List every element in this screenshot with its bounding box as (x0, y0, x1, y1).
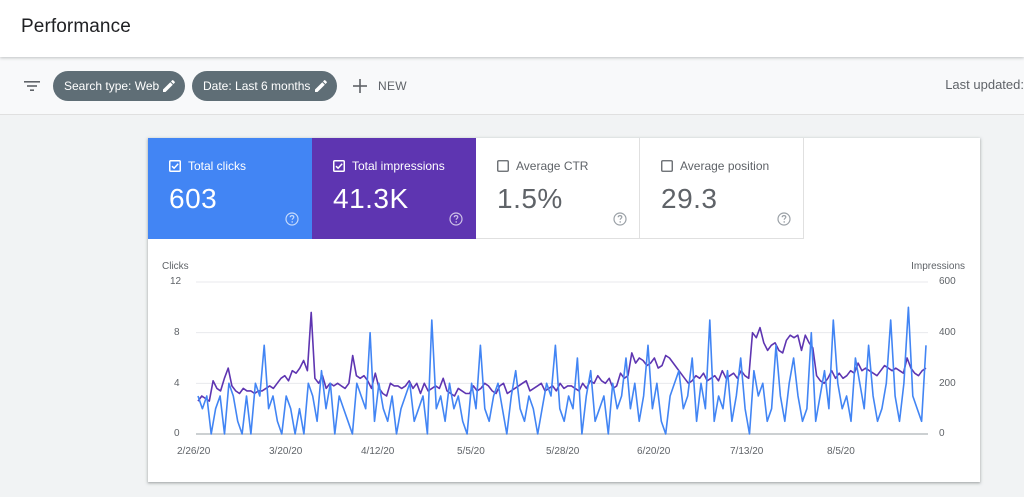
x-tick: 3/20/20 (269, 446, 303, 457)
chart-plot-area (196, 281, 928, 435)
metric-average-ctr[interactable]: Average CTR 1.5% (476, 138, 640, 239)
metric-total-impressions[interactable]: Total impressions 41.3K (312, 138, 476, 239)
checkbox-unchecked-icon[interactable] (497, 160, 509, 172)
y-left-tick: 0 (174, 428, 180, 439)
last-updated-text: Last updated: (945, 77, 1024, 92)
help-icon[interactable] (613, 212, 627, 226)
search-type-chip[interactable]: Search type: Web (53, 71, 185, 101)
x-tick: 4/12/20 (361, 446, 395, 457)
y-left-tick: 12 (170, 276, 182, 287)
checkbox-checked-icon[interactable] (169, 160, 181, 172)
x-tick: 7/13/20 (730, 446, 764, 457)
new-filter-button[interactable]: NEW (352, 74, 407, 98)
date-range-chip-label: Date: Last 6 months (203, 79, 311, 93)
metric-average-position[interactable]: Average position 29.3 (640, 138, 804, 239)
y-right-tick: 0 (939, 428, 945, 439)
page-header: Performance (0, 0, 1024, 57)
pencil-icon (163, 80, 175, 92)
search-type-chip-label: Search type: Web (64, 79, 160, 93)
y-right-tick: 200 (939, 378, 956, 389)
plus-icon (353, 79, 367, 93)
series-line-clicks (197, 306, 927, 435)
x-tick: 5/28/20 (546, 446, 580, 457)
page-title: Performance (21, 16, 131, 37)
checkbox-checked-icon[interactable] (333, 160, 345, 172)
series-line-impressions (197, 311, 927, 402)
metric-value: 603 (169, 183, 218, 214)
metric-value: 1.5% (497, 183, 563, 214)
left-axis-title: Clicks (162, 261, 189, 272)
metric-label: Average position (680, 159, 770, 173)
x-tick: 5/5/20 (457, 446, 485, 457)
metric-label: Average CTR (516, 159, 589, 173)
y-left-tick: 4 (174, 378, 180, 389)
filter-toolbar: Search type: Web Date: Last 6 months NEW… (0, 57, 1024, 115)
pencil-icon (315, 80, 327, 92)
x-tick: 6/20/20 (637, 446, 671, 457)
y-left-tick: 8 (174, 327, 180, 338)
date-range-chip[interactable]: Date: Last 6 months (192, 71, 337, 101)
metric-value: 29.3 (661, 183, 718, 214)
y-right-tick: 600 (939, 276, 956, 287)
help-icon[interactable] (449, 212, 463, 226)
right-axis-title: Impressions (911, 261, 965, 272)
metric-label: Total impressions (352, 159, 445, 173)
x-tick: 8/5/20 (827, 446, 855, 457)
metric-tabs: Total clicks 603 Total impressions 41.3K (148, 138, 805, 239)
checkbox-unchecked-icon[interactable] (661, 160, 673, 172)
help-icon[interactable] (777, 212, 791, 226)
metric-value: 41.3K (333, 183, 409, 214)
metric-total-clicks[interactable]: Total clicks 603 (148, 138, 312, 239)
y-right-tick: 400 (939, 327, 956, 338)
metric-label: Total clicks (188, 159, 247, 173)
x-tick: 2/26/20 (177, 446, 211, 457)
filter-list-icon[interactable] (22, 76, 42, 96)
new-button-label: NEW (378, 79, 407, 93)
performance-card: Total clicks 603 Total impressions 41.3K (148, 138, 980, 482)
help-icon[interactable] (285, 212, 299, 226)
